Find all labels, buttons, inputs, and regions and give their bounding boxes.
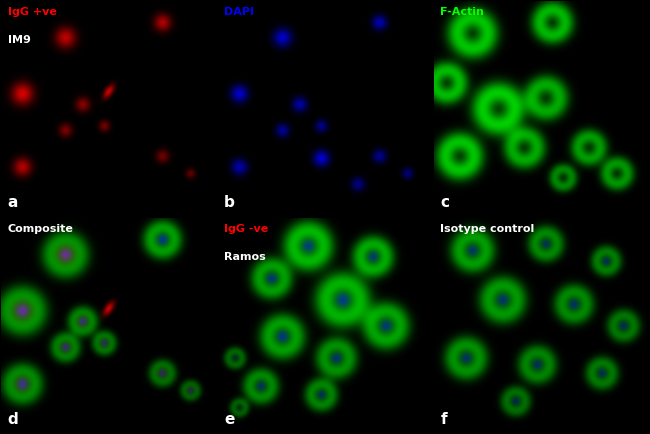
Text: f: f xyxy=(441,412,447,427)
Text: IM9: IM9 xyxy=(8,35,31,45)
Text: e: e xyxy=(224,412,235,427)
Text: IgG +ve: IgG +ve xyxy=(8,7,57,17)
Text: IgG -ve: IgG -ve xyxy=(224,224,268,234)
Text: Ramos: Ramos xyxy=(224,252,266,262)
Text: a: a xyxy=(8,195,18,210)
Text: DAPI: DAPI xyxy=(224,7,254,17)
Text: d: d xyxy=(8,412,18,427)
Text: c: c xyxy=(441,195,450,210)
Text: Isotype control: Isotype control xyxy=(441,224,535,234)
Text: F-Actin: F-Actin xyxy=(441,7,484,17)
Text: Composite: Composite xyxy=(8,224,73,234)
Text: b: b xyxy=(224,195,235,210)
